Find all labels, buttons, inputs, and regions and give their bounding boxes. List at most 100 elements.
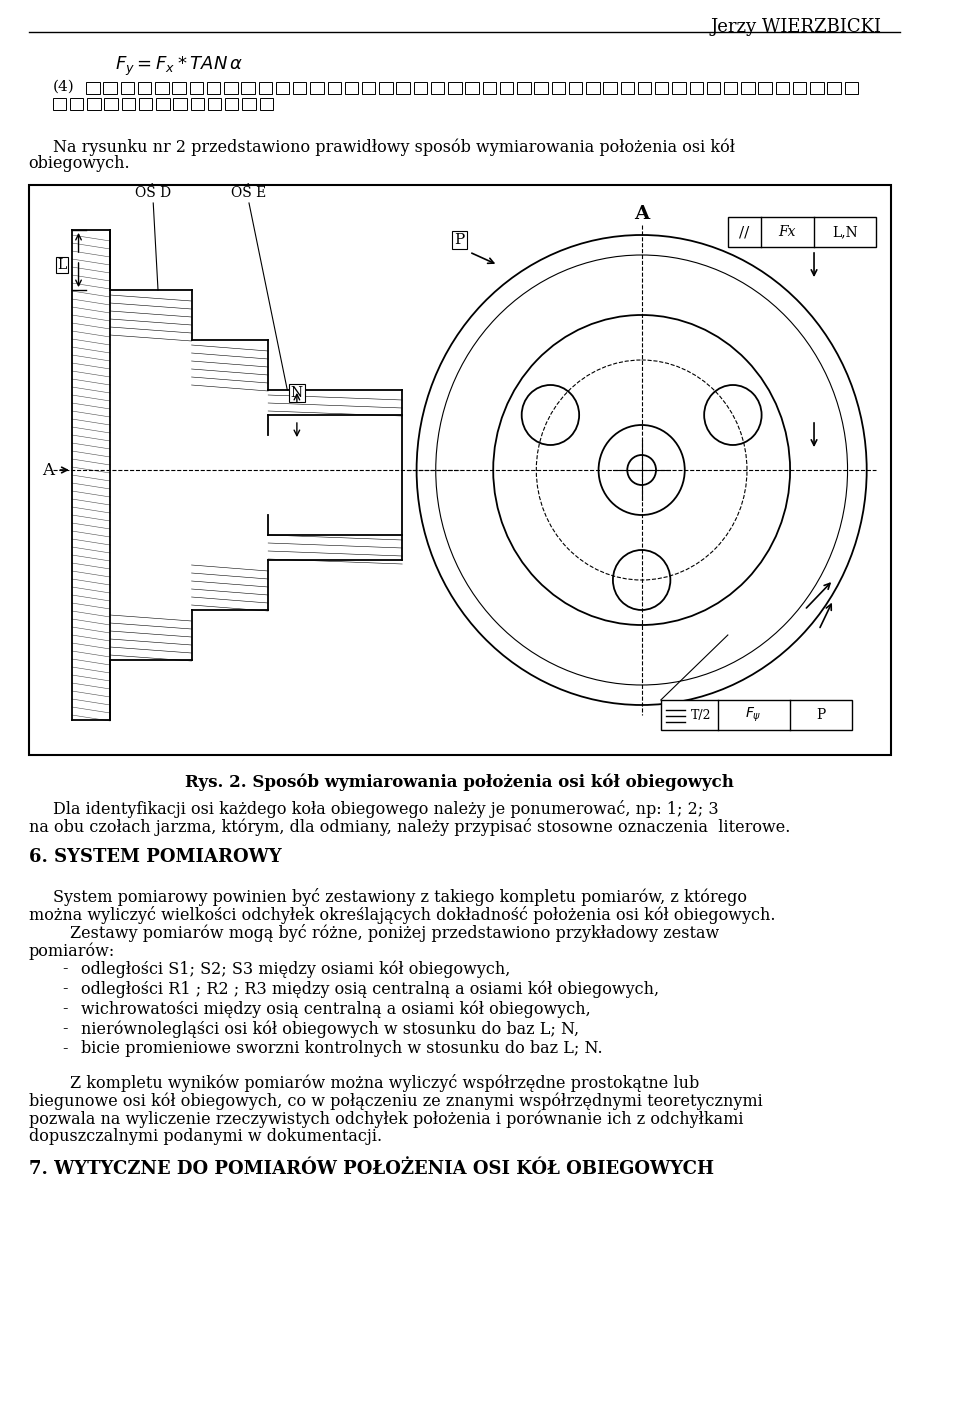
Text: na obu czołach jarzma, którym, dla odmiany, należy przypisać stosowne oznaczenia: na obu czołach jarzma, którym, dla odmia… bbox=[29, 818, 790, 835]
Text: Zestawy pomiarów mogą być różne, poniżej przedstawiono przykładowy zestaw: Zestawy pomiarów mogą być różne, poniżej… bbox=[29, 924, 719, 942]
Bar bbox=[122, 99, 135, 110]
Text: $F_\psi$: $F_\psi$ bbox=[745, 705, 762, 724]
Text: System pomiarowy powinien być zestawiony z takiego kompletu pomiarów, z którego: System pomiarowy powinien być zestawiony… bbox=[53, 888, 747, 905]
Text: OŚ D: OŚ D bbox=[135, 186, 171, 200]
Bar bbox=[310, 81, 324, 94]
Bar bbox=[448, 81, 462, 94]
Text: Dla identyfikacji osi każdego koła obiegowego należy je ponumerować, np: 1; 2; 3: Dla identyfikacji osi każdego koła obieg… bbox=[53, 800, 718, 818]
Bar bbox=[174, 99, 187, 110]
Text: -: - bbox=[62, 1040, 68, 1057]
Bar bbox=[29, 186, 891, 755]
Bar bbox=[431, 81, 444, 94]
Bar bbox=[655, 81, 668, 94]
Bar bbox=[603, 81, 616, 94]
Bar bbox=[242, 99, 255, 110]
Text: odległości R1 ; R2 ; R3 między osią centralną a osiami kół obiegowych,: odległości R1 ; R2 ; R3 między osią cent… bbox=[82, 980, 660, 998]
Bar bbox=[483, 81, 496, 94]
Bar bbox=[87, 99, 101, 110]
Bar bbox=[139, 99, 153, 110]
Bar bbox=[845, 81, 858, 94]
Bar bbox=[241, 81, 254, 94]
Bar bbox=[345, 81, 358, 94]
Text: pozwala na wyliczenie rzeczywistych odchyłek położenia i porównanie ich z odchył: pozwala na wyliczenie rzeczywistych odch… bbox=[29, 1110, 743, 1128]
Text: Z kompletu wyników pomiarów można wyliczyć współrzędne prostokątne lub: Z kompletu wyników pomiarów można wylicz… bbox=[29, 1074, 699, 1092]
Text: (4): (4) bbox=[53, 80, 75, 94]
Bar bbox=[810, 81, 824, 94]
Bar bbox=[672, 81, 685, 94]
Bar bbox=[379, 81, 393, 94]
Bar bbox=[86, 81, 100, 94]
Bar bbox=[327, 81, 341, 94]
Text: obiegowych.: obiegowych. bbox=[29, 156, 131, 171]
Text: -: - bbox=[62, 960, 68, 977]
Bar bbox=[70, 99, 84, 110]
Bar bbox=[362, 81, 375, 94]
Bar bbox=[104, 81, 117, 94]
Bar bbox=[207, 99, 221, 110]
Text: T/2: T/2 bbox=[691, 708, 711, 721]
Bar bbox=[707, 81, 720, 94]
Bar bbox=[776, 81, 789, 94]
Bar bbox=[828, 81, 841, 94]
Bar bbox=[587, 81, 599, 94]
Text: N: N bbox=[291, 386, 303, 400]
Bar bbox=[535, 81, 548, 94]
Text: 7. WYTYCZNE DO POMIARÓW POŁOŻENIA OSI KÓŁ OBIEGOWYCH: 7. WYTYCZNE DO POMIARÓW POŁOŻENIA OSI KÓ… bbox=[29, 1160, 713, 1178]
Bar bbox=[620, 81, 634, 94]
Text: OŚ E: OŚ E bbox=[231, 186, 267, 200]
Text: Fx: Fx bbox=[779, 226, 796, 238]
Text: A: A bbox=[42, 461, 54, 478]
Text: //: // bbox=[739, 226, 749, 238]
Text: Rys. 2. Sposób wymiarowania położenia osi kół obiegowych: Rys. 2. Sposób wymiarowania położenia os… bbox=[185, 773, 734, 791]
Bar bbox=[637, 81, 651, 94]
Bar bbox=[758, 81, 772, 94]
Bar bbox=[173, 81, 186, 94]
Bar bbox=[190, 81, 203, 94]
Text: Jerzy WIERZBICKI: Jerzy WIERZBICKI bbox=[710, 19, 881, 36]
Text: $\mathit{F_y = F_x * TAN\,\alpha}$: $\mathit{F_y = F_x * TAN\,\alpha}$ bbox=[115, 56, 243, 79]
Text: Na rysunku nr 2 przedstawiono prawidłowy sposób wymiarowania położenia osi kół: Na rysunku nr 2 przedstawiono prawidłowy… bbox=[53, 139, 734, 156]
Bar bbox=[660, 700, 852, 730]
Text: dopuszczalnymi podanymi w dokumentacji.: dopuszczalnymi podanymi w dokumentacji. bbox=[29, 1128, 382, 1145]
Text: -: - bbox=[62, 980, 68, 997]
Text: 6. SYSTEM POMIAROWY: 6. SYSTEM POMIAROWY bbox=[29, 848, 281, 865]
Bar bbox=[206, 81, 220, 94]
Text: bicie promieniowe sworzni kontrolnych w stosunku do baz L; N.: bicie promieniowe sworzni kontrolnych w … bbox=[82, 1040, 603, 1057]
Text: -: - bbox=[62, 1020, 68, 1037]
Bar bbox=[741, 81, 755, 94]
Bar bbox=[259, 99, 273, 110]
Bar bbox=[276, 81, 289, 94]
Bar bbox=[225, 99, 238, 110]
Bar bbox=[396, 81, 410, 94]
Bar bbox=[517, 81, 531, 94]
Text: biegunowe osi kół obiegowych, co w połączeniu ze znanymi współrzędnymi teoretycz: biegunowe osi kół obiegowych, co w połąc… bbox=[29, 1092, 762, 1110]
Bar bbox=[793, 81, 806, 94]
Bar bbox=[121, 81, 134, 94]
Text: L: L bbox=[58, 258, 67, 271]
Bar bbox=[191, 99, 204, 110]
Bar bbox=[258, 81, 272, 94]
Bar bbox=[500, 81, 514, 94]
Text: -: - bbox=[62, 1000, 68, 1017]
Text: L,N: L,N bbox=[831, 226, 857, 238]
Bar bbox=[569, 81, 583, 94]
Text: A: A bbox=[635, 206, 649, 223]
Bar bbox=[53, 99, 66, 110]
Text: odległości S1; S2; S3 między osiami kół obiegowych,: odległości S1; S2; S3 między osiami kół … bbox=[82, 960, 511, 978]
Bar bbox=[552, 81, 565, 94]
Text: można wyliczyć wielkości odchyłek określających dokładność położenia osi kół obi: można wyliczyć wielkości odchyłek określ… bbox=[29, 905, 776, 924]
Bar bbox=[728, 217, 876, 247]
Text: pomiarów:: pomiarów: bbox=[29, 942, 115, 960]
Bar bbox=[414, 81, 427, 94]
Bar bbox=[293, 81, 306, 94]
Text: P: P bbox=[455, 233, 465, 247]
Bar bbox=[466, 81, 479, 94]
Text: nierównolegląści osi kół obiegowych w stosunku do baz L; N,: nierównolegląści osi kół obiegowych w st… bbox=[82, 1020, 580, 1038]
Bar bbox=[689, 81, 703, 94]
Bar bbox=[138, 81, 152, 94]
Text: wichrowatości między osią centralną a osiami kół obiegowych,: wichrowatości między osią centralną a os… bbox=[82, 1000, 591, 1018]
Bar bbox=[156, 81, 169, 94]
Bar bbox=[224, 81, 237, 94]
Bar bbox=[156, 99, 170, 110]
Bar bbox=[105, 99, 118, 110]
